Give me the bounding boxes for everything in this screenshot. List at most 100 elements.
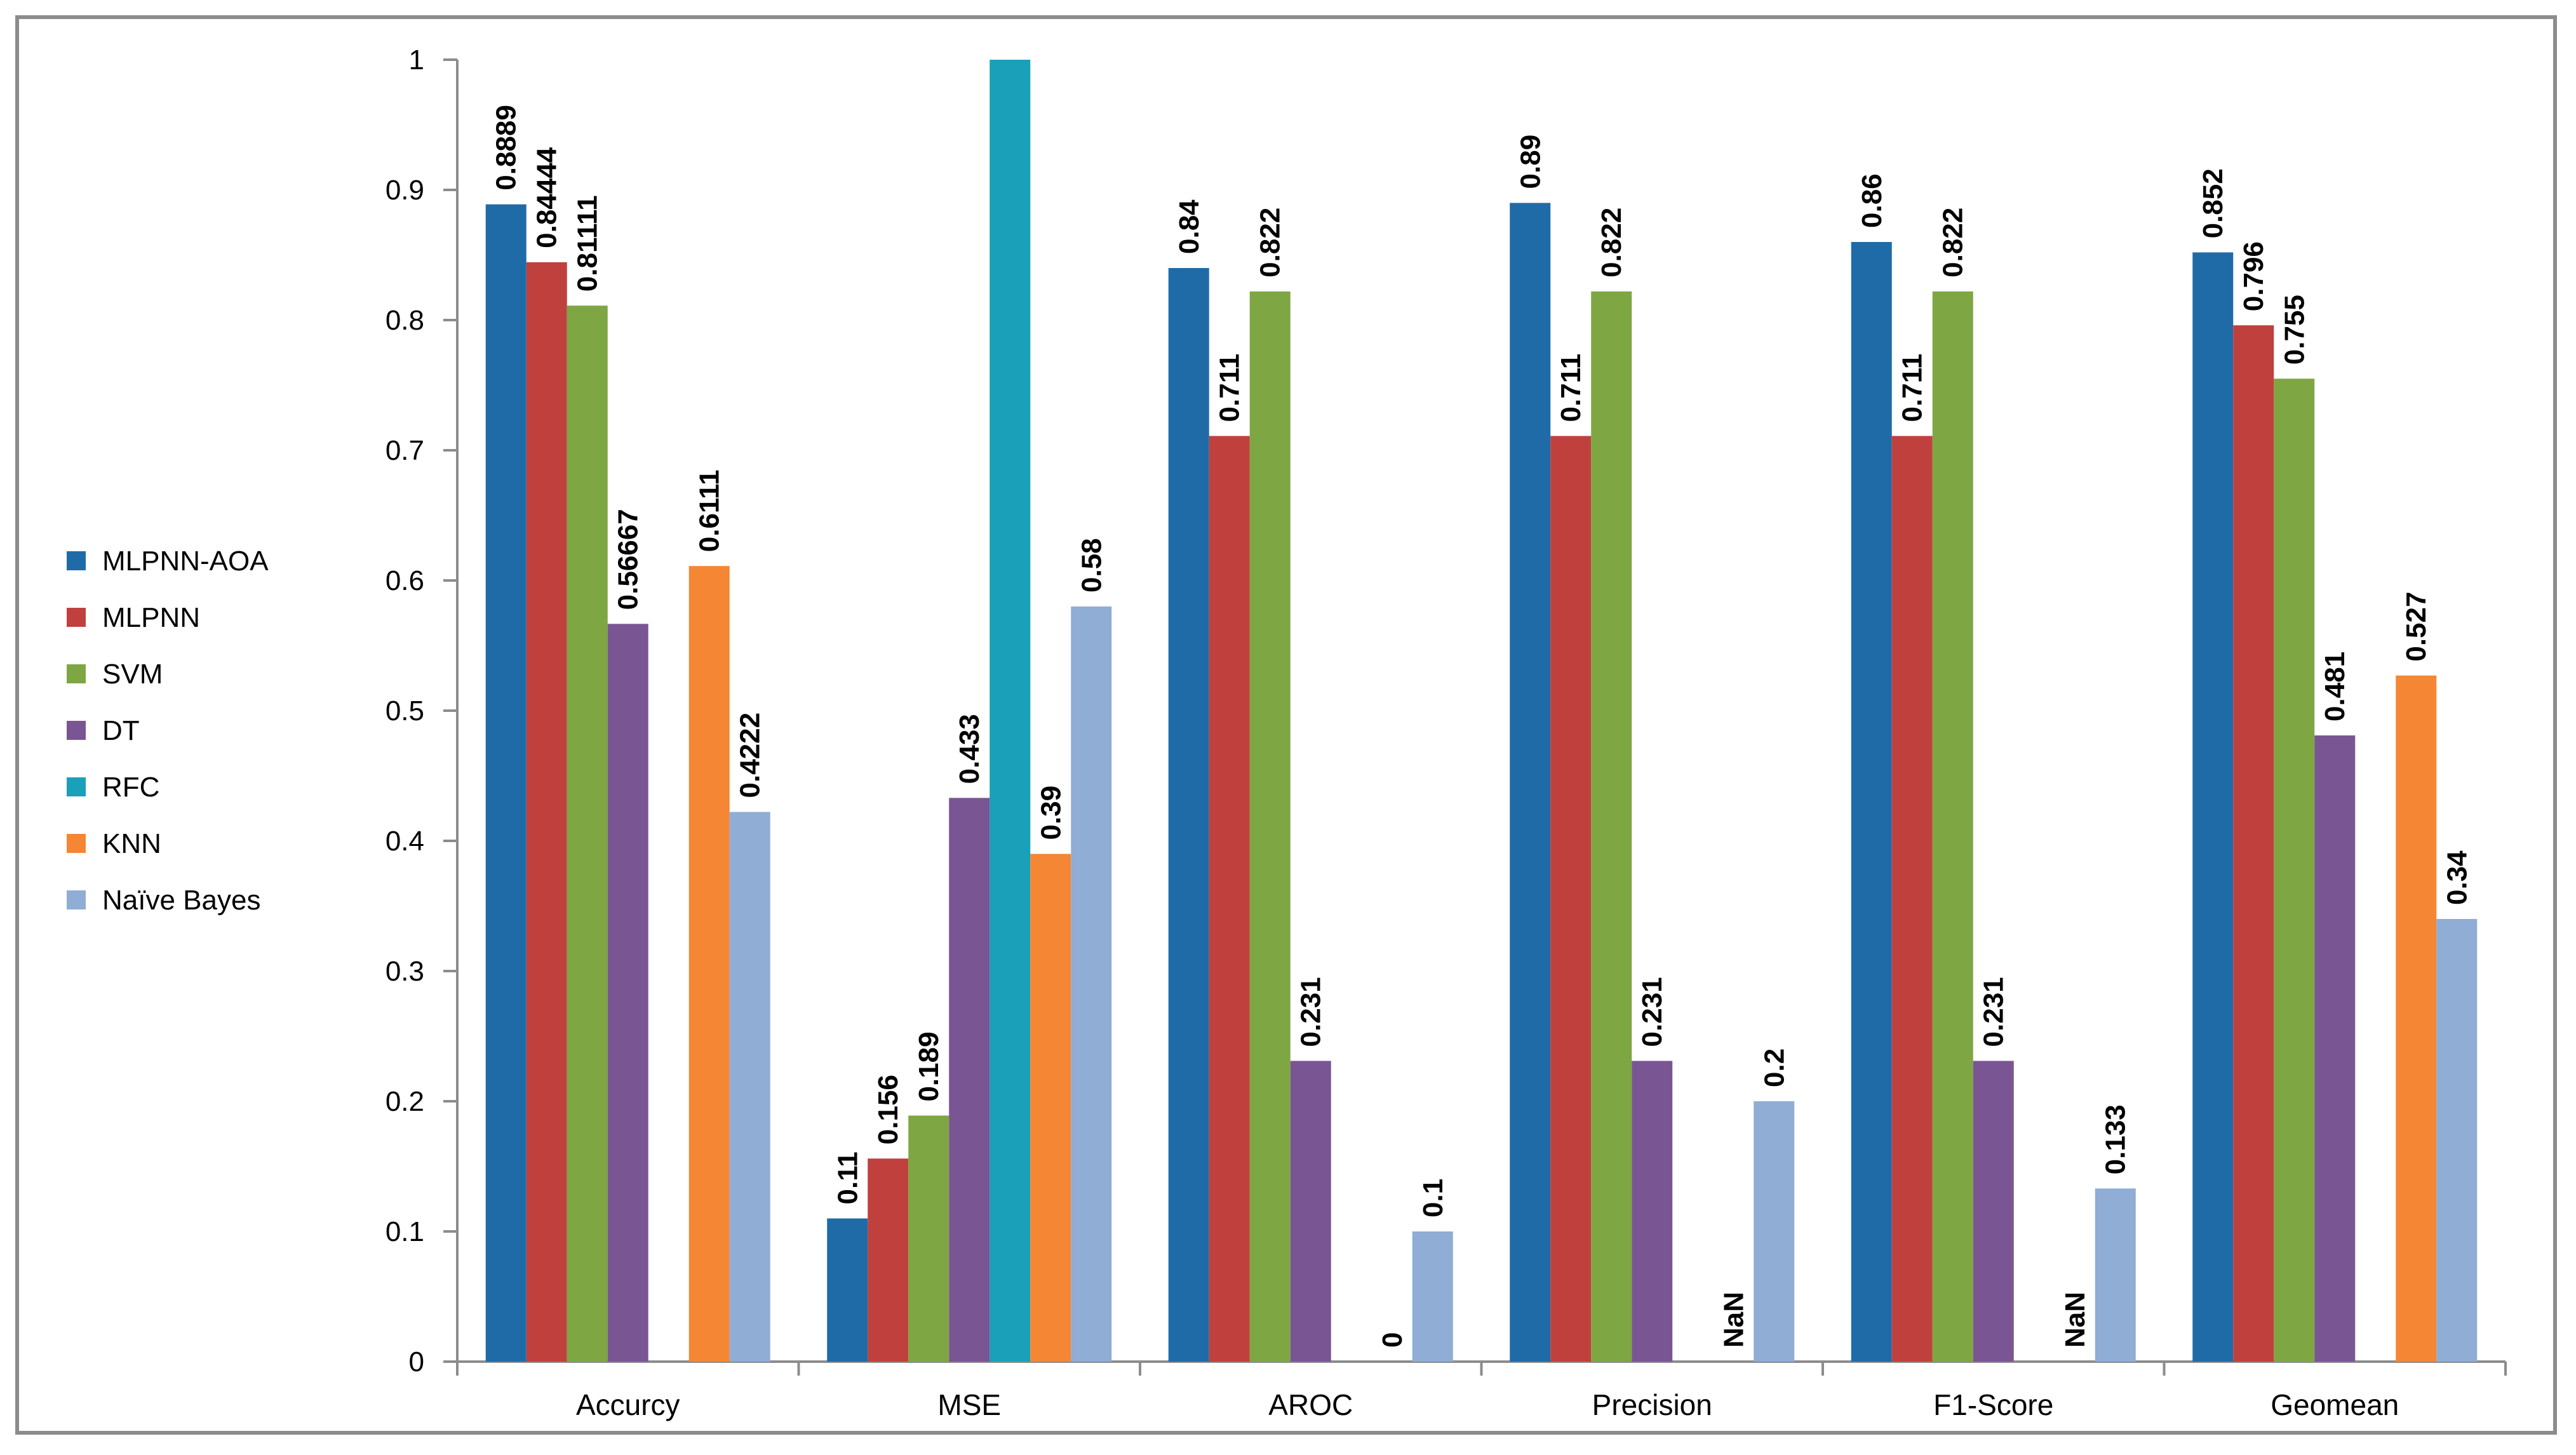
bar[interactable] xyxy=(989,60,1031,1362)
y-tick-label: 0.9 xyxy=(386,175,424,206)
category-label: Accurcy xyxy=(576,1388,680,1421)
bar[interactable] xyxy=(1249,291,1291,1362)
y-tick-label: 0.5 xyxy=(386,695,424,727)
legend-label: MLPNN-AOA xyxy=(102,546,269,577)
bar[interactable] xyxy=(868,1158,909,1362)
bar[interactable] xyxy=(1290,1061,1331,1362)
bar[interactable] xyxy=(2233,325,2274,1362)
legend-label: Naïve Bayes xyxy=(102,885,260,916)
data-label: NaN xyxy=(1718,1292,1749,1348)
legend-swatch xyxy=(67,664,86,683)
data-label: 0.1 xyxy=(1418,1179,1449,1217)
legend-swatch xyxy=(67,890,86,909)
data-label: 0.133 xyxy=(2100,1104,2131,1174)
bar[interactable] xyxy=(1891,436,1933,1362)
legend-swatch xyxy=(67,834,86,853)
data-label: 0.39 xyxy=(1035,786,1066,840)
data-label: 0.231 xyxy=(1296,977,1327,1047)
data-label: 0.822 xyxy=(1255,208,1286,278)
bar[interactable] xyxy=(2396,675,2437,1362)
bar[interactable] xyxy=(908,1115,949,1362)
data-label: 0.11 xyxy=(832,1151,863,1204)
bar[interactable] xyxy=(485,204,527,1362)
y-tick-label: 0 xyxy=(409,1346,424,1378)
bar[interactable] xyxy=(567,305,608,1362)
bar[interactable] xyxy=(1510,203,1551,1362)
data-label: 0 xyxy=(1377,1332,1408,1348)
y-tick-label: 1 xyxy=(409,44,424,76)
y-tick-label: 0.6 xyxy=(386,565,424,596)
bar[interactable] xyxy=(827,1218,868,1362)
data-label: 0.822 xyxy=(1596,208,1627,278)
data-label: 0.8889 xyxy=(491,105,522,191)
legend-swatch xyxy=(67,721,86,740)
bar[interactable] xyxy=(1973,1061,2014,1362)
bar[interactable] xyxy=(2436,919,2478,1362)
legend-swatch xyxy=(67,608,86,627)
bar[interactable] xyxy=(2192,252,2234,1362)
bar[interactable] xyxy=(1071,607,1112,1362)
bar[interactable] xyxy=(1632,1061,1673,1362)
data-label: 0.156 xyxy=(873,1075,904,1144)
data-label: 0.527 xyxy=(2401,592,2432,662)
y-tick-label: 0.8 xyxy=(386,305,424,336)
data-label: 0.84 xyxy=(1174,199,1205,254)
data-label: 0.189 xyxy=(913,1031,944,1101)
data-label: 0.755 xyxy=(2279,295,2310,365)
data-label: 0.6111 xyxy=(694,470,725,553)
axes: 0 0.1 0.2 0.3 0.4 0.5 0.6 0.7 0.8 0.9 1 Accurcy MSE A… xyxy=(386,44,2507,1421)
bar[interactable] xyxy=(1030,854,1071,1362)
bar[interactable] xyxy=(688,566,730,1362)
data-label: 0.822 xyxy=(1938,208,1969,278)
category-label: MSE xyxy=(937,1388,1001,1421)
chart-frame: 0 0.1 0.2 0.3 0.4 0.5 0.6 0.7 0.8 0.9 1 Accurcy MSE A… xyxy=(15,15,2557,1435)
bar[interactable] xyxy=(607,624,648,1362)
data-label: 0.86 xyxy=(1856,173,1888,228)
bar[interactable] xyxy=(526,262,567,1362)
data-label: 0.231 xyxy=(1978,977,2009,1047)
data-label: 0.58 xyxy=(1076,538,1107,593)
bar[interactable] xyxy=(1591,291,1632,1362)
bar[interactable] xyxy=(1932,291,1973,1362)
legend-label: KNN xyxy=(102,828,161,859)
category-label: AROC xyxy=(1268,1388,1353,1421)
data-label: 0.84444 xyxy=(532,147,563,248)
y-tick-label: 0.4 xyxy=(386,826,424,857)
bar[interactable] xyxy=(1754,1101,1795,1362)
bar[interactable] xyxy=(1550,436,1592,1362)
data-label: 0.81111 xyxy=(572,195,603,292)
legend-label: MLPNN xyxy=(102,602,200,633)
legend-swatch xyxy=(67,551,86,570)
data-label: 0.796 xyxy=(2238,241,2269,311)
data-label: 0.711 xyxy=(1897,354,1928,422)
y-tick-label: 0.1 xyxy=(386,1216,424,1247)
data-label: 0.481 xyxy=(2319,652,2351,721)
data-label: 0.711 xyxy=(1555,354,1587,422)
data-label: 0.231 xyxy=(1637,977,1668,1047)
data-label: 0.852 xyxy=(2197,168,2229,238)
bar[interactable] xyxy=(2095,1188,2136,1362)
bar[interactable] xyxy=(2274,379,2315,1362)
data-label: 0.56667 xyxy=(613,509,644,610)
data-label: 0.433 xyxy=(954,714,985,784)
bar[interactable] xyxy=(1851,242,1892,1362)
data-label: 0.2 xyxy=(1759,1049,1790,1087)
y-tick-label: 0.3 xyxy=(386,956,424,987)
bar[interactable] xyxy=(949,798,990,1362)
bar[interactable] xyxy=(1168,268,1209,1362)
y-tick-label: 0.2 xyxy=(386,1086,424,1117)
data-label: NaN xyxy=(2060,1292,2091,1348)
data-label: 0.89 xyxy=(1515,135,1546,189)
bar[interactable] xyxy=(2314,735,2356,1362)
category-label: Geomean xyxy=(2271,1388,2399,1421)
bar-chart: 0 0.1 0.2 0.3 0.4 0.5 0.6 0.7 0.8 0.9 1 Accurcy MSE A… xyxy=(67,44,2507,1421)
legend-swatch xyxy=(67,777,86,796)
bar[interactable] xyxy=(729,812,770,1362)
data-labels: 0.8889 0.84444 0.81111 0.56667 0.6111 0.4222 0… xyxy=(491,105,2473,1348)
bar[interactable] xyxy=(1209,436,1250,1362)
legend-label: RFC xyxy=(102,772,159,803)
data-label: 0.4222 xyxy=(735,713,766,798)
legend-label: DT xyxy=(102,715,140,746)
legend-label: SVM xyxy=(102,659,163,690)
bar[interactable] xyxy=(1412,1231,1453,1362)
